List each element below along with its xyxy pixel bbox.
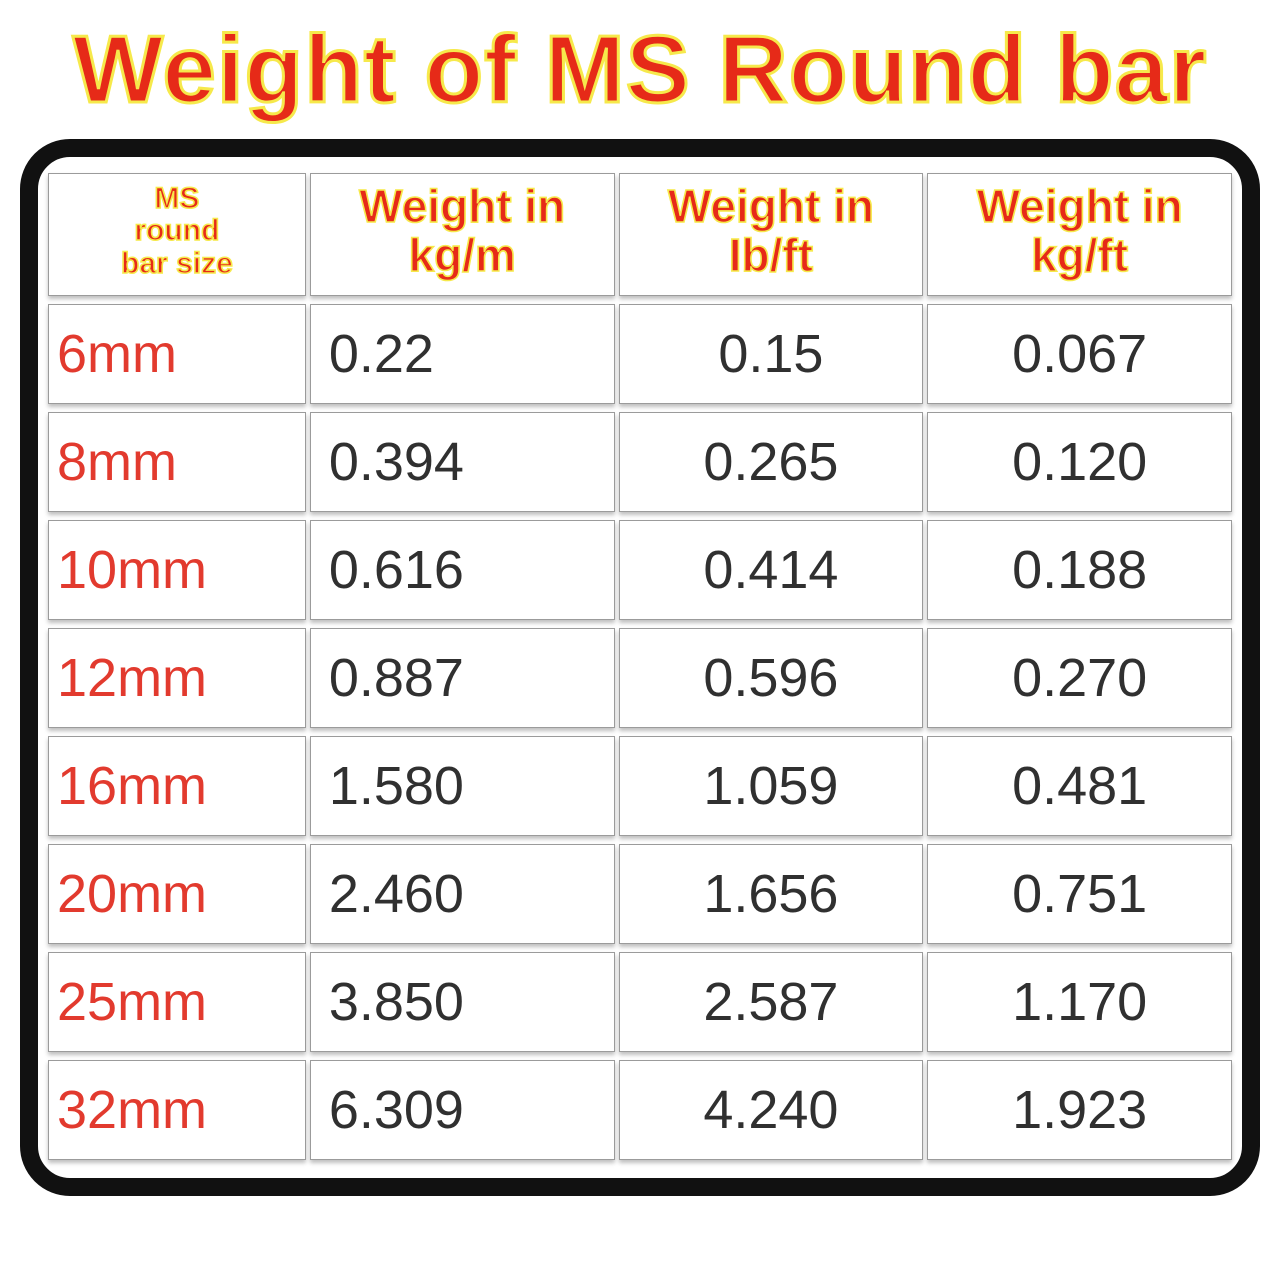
cell-lb-ft: 0.15 — [619, 304, 924, 404]
cell-kg-m: 0.22 — [310, 304, 615, 404]
cell-size: 20mm — [48, 844, 306, 944]
cell-size: 32mm — [48, 1060, 306, 1160]
cell-kg-ft: 0.751 — [927, 844, 1232, 944]
cell-kg-m: 2.460 — [310, 844, 615, 944]
table-row: 12mm 0.887 0.596 0.270 — [48, 628, 1232, 728]
cell-lb-ft: 0.414 — [619, 520, 924, 620]
cell-kg-m: 3.850 — [310, 952, 615, 1052]
cell-kg-m: 0.394 — [310, 412, 615, 512]
table-row: 25mm 3.850 2.587 1.170 — [48, 952, 1232, 1052]
table-row: 16mm 1.580 1.059 0.481 — [48, 736, 1232, 836]
cell-kg-ft: 0.120 — [927, 412, 1232, 512]
col-header-text: MS — [154, 182, 199, 215]
cell-size: 8mm — [48, 412, 306, 512]
cell-size: 10mm — [48, 520, 306, 620]
cell-lb-ft: 0.596 — [619, 628, 924, 728]
weight-table: MS round bar size Weight in kg/m W — [44, 165, 1236, 1168]
cell-lb-ft: 1.656 — [619, 844, 924, 944]
table-frame: MS round bar size Weight in kg/m W — [20, 139, 1260, 1196]
table-body: 6mm 0.22 0.15 0.067 8mm 0.394 0.265 0.12… — [48, 304, 1232, 1160]
cell-size: 6mm — [48, 304, 306, 404]
cell-kg-m: 0.887 — [310, 628, 615, 728]
cell-kg-m: 1.580 — [310, 736, 615, 836]
cell-kg-ft: 1.170 — [927, 952, 1232, 1052]
cell-lb-ft: 2.587 — [619, 952, 924, 1052]
cell-kg-m: 6.309 — [310, 1060, 615, 1160]
cell-size: 25mm — [48, 952, 306, 1052]
col-header-text: kg/m — [409, 229, 516, 281]
col-header-lb-ft: Weight in Ib/ft — [619, 173, 924, 296]
col-header-text: Weight in — [668, 180, 874, 232]
cell-kg-ft: 0.067 — [927, 304, 1232, 404]
cell-size: 12mm — [48, 628, 306, 728]
table-row: 32mm 6.309 4.240 1.923 — [48, 1060, 1232, 1160]
cell-kg-ft: 0.270 — [927, 628, 1232, 728]
cell-kg-ft: 0.188 — [927, 520, 1232, 620]
col-header-text: kg/ft — [1031, 229, 1128, 281]
col-header-text: round — [134, 214, 219, 247]
table-header-row: MS round bar size Weight in kg/m W — [48, 173, 1232, 296]
table-row: 20mm 2.460 1.656 0.751 — [48, 844, 1232, 944]
col-header-text: Ib/ft — [729, 229, 813, 281]
table-row: 10mm 0.616 0.414 0.188 — [48, 520, 1232, 620]
cell-kg-ft: 1.923 — [927, 1060, 1232, 1160]
page: Weight of MS Round bar MS round bar size — [0, 0, 1280, 1280]
col-header-text: Weight in — [977, 180, 1183, 232]
col-header-kg-m: Weight in kg/m — [310, 173, 615, 296]
col-header-text: Weight in — [359, 180, 565, 232]
col-header-size: MS round bar size — [48, 173, 306, 296]
col-header-text: bar size — [121, 247, 233, 280]
cell-lb-ft: 1.059 — [619, 736, 924, 836]
cell-lb-ft: 0.265 — [619, 412, 924, 512]
page-title: Weight of MS Round bar — [20, 20, 1260, 121]
col-header-kg-ft: Weight in kg/ft — [927, 173, 1232, 296]
cell-size: 16mm — [48, 736, 306, 836]
table-row: 8mm 0.394 0.265 0.120 — [48, 412, 1232, 512]
table-row: 6mm 0.22 0.15 0.067 — [48, 304, 1232, 404]
cell-kg-m: 0.616 — [310, 520, 615, 620]
cell-kg-ft: 0.481 — [927, 736, 1232, 836]
cell-lb-ft: 4.240 — [619, 1060, 924, 1160]
